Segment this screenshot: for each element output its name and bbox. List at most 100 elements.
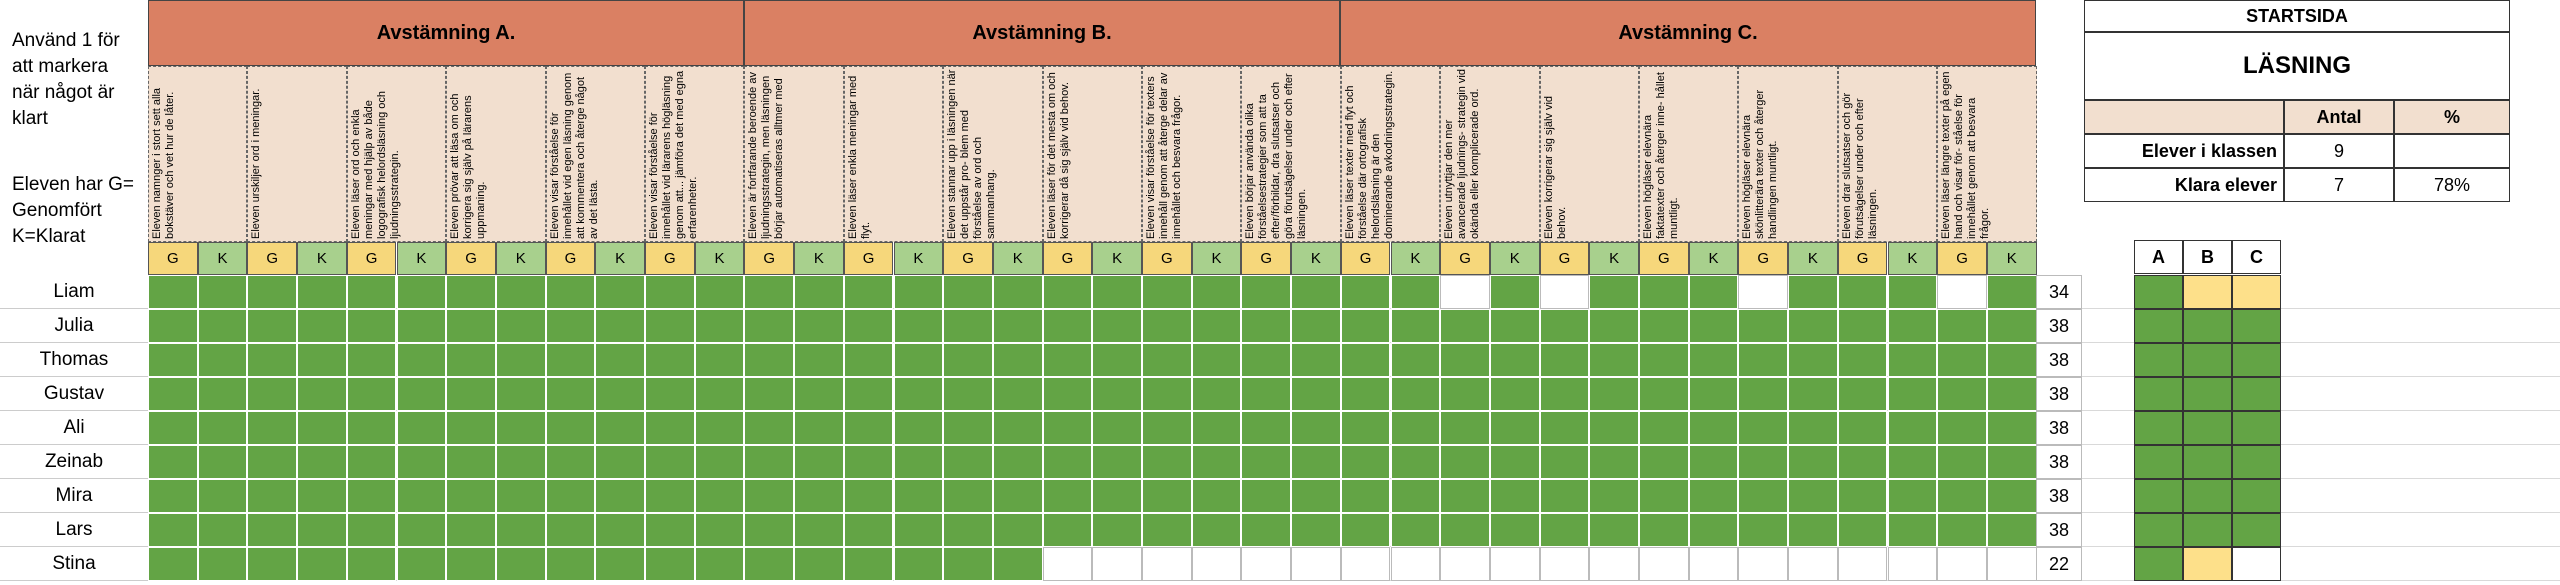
- progress-cell[interactable]: [446, 479, 496, 513]
- progress-cell[interactable]: [148, 377, 198, 411]
- progress-cell[interactable]: [1688, 275, 1739, 309]
- progress-cell[interactable]: [1191, 411, 1242, 445]
- progress-cell[interactable]: [1042, 445, 1093, 479]
- progress-cell[interactable]: [297, 275, 347, 309]
- progress-cell[interactable]: [197, 411, 248, 445]
- progress-cell[interactable]: [694, 343, 745, 377]
- progress-cell[interactable]: [396, 377, 447, 411]
- progress-cell[interactable]: [595, 479, 645, 513]
- progress-cell[interactable]: [1191, 479, 1242, 513]
- progress-cell[interactable]: [1489, 411, 1540, 445]
- progress-cell[interactable]: [1142, 445, 1192, 479]
- progress-cell[interactable]: [744, 547, 795, 581]
- progress-cell[interactable]: [1837, 513, 1888, 547]
- progress-cell[interactable]: [1291, 377, 1341, 411]
- progress-cell[interactable]: [1191, 377, 1242, 411]
- progress-cell[interactable]: [148, 479, 198, 513]
- progress-cell[interactable]: [1191, 445, 1242, 479]
- progress-cell[interactable]: [346, 513, 397, 547]
- progress-cell[interactable]: [1688, 479, 1739, 513]
- progress-cell[interactable]: [495, 343, 546, 377]
- progress-cell[interactable]: [1937, 377, 1987, 411]
- progress-cell[interactable]: [396, 547, 447, 581]
- progress-cell[interactable]: [1092, 445, 1142, 479]
- progress-cell[interactable]: [1837, 479, 1888, 513]
- progress-cell[interactable]: [446, 275, 496, 309]
- progress-cell[interactable]: [1092, 343, 1142, 377]
- progress-cell[interactable]: [843, 547, 894, 581]
- progress-cell[interactable]: [247, 479, 298, 513]
- progress-cell[interactable]: [992, 275, 1043, 309]
- progress-cell[interactable]: [1937, 343, 1987, 377]
- progress-cell[interactable]: [495, 411, 546, 445]
- progress-cell[interactable]: [545, 377, 596, 411]
- progress-cell[interactable]: [1738, 547, 1789, 581]
- progress-cell[interactable]: [1639, 309, 1689, 343]
- progress-cell[interactable]: [1291, 479, 1341, 513]
- progress-cell[interactable]: [843, 445, 894, 479]
- progress-cell[interactable]: [1241, 479, 1292, 513]
- progress-cell[interactable]: [1837, 445, 1888, 479]
- progress-cell[interactable]: [1837, 343, 1888, 377]
- progress-cell[interactable]: [247, 513, 298, 547]
- progress-cell[interactable]: [744, 309, 795, 343]
- progress-cell[interactable]: [1788, 479, 1838, 513]
- progress-cell[interactable]: [1042, 309, 1093, 343]
- student-name[interactable]: Gustav: [0, 377, 148, 411]
- progress-cell[interactable]: [1589, 445, 1639, 479]
- progress-cell[interactable]: [1639, 343, 1689, 377]
- progress-cell[interactable]: [843, 411, 894, 445]
- progress-cell[interactable]: [694, 479, 745, 513]
- progress-cell[interactable]: [744, 343, 795, 377]
- progress-cell[interactable]: [794, 275, 844, 309]
- progress-cell[interactable]: [744, 479, 795, 513]
- progress-cell[interactable]: [694, 547, 745, 581]
- progress-cell[interactable]: [1887, 275, 1938, 309]
- progress-cell[interactable]: [1291, 309, 1341, 343]
- progress-cell[interactable]: [1440, 479, 1490, 513]
- progress-cell[interactable]: [694, 377, 745, 411]
- progress-cell[interactable]: [1142, 309, 1192, 343]
- progress-cell[interactable]: [1340, 377, 1391, 411]
- progress-cell[interactable]: [694, 275, 745, 309]
- progress-cell[interactable]: [545, 275, 596, 309]
- progress-cell[interactable]: [1688, 343, 1739, 377]
- progress-cell[interactable]: [1092, 377, 1142, 411]
- progress-cell[interactable]: [297, 377, 347, 411]
- progress-cell[interactable]: [1390, 377, 1441, 411]
- progress-cell[interactable]: [1837, 309, 1888, 343]
- progress-cell[interactable]: [446, 445, 496, 479]
- progress-cell[interactable]: [1340, 343, 1391, 377]
- progress-cell[interactable]: [1340, 445, 1391, 479]
- progress-cell[interactable]: [1738, 343, 1789, 377]
- progress-cell[interactable]: [1092, 411, 1142, 445]
- progress-cell[interactable]: [595, 445, 645, 479]
- progress-cell[interactable]: [794, 479, 844, 513]
- progress-cell[interactable]: [1042, 411, 1093, 445]
- progress-cell[interactable]: [1539, 479, 1590, 513]
- progress-cell[interactable]: [1142, 411, 1192, 445]
- progress-cell[interactable]: [1390, 445, 1441, 479]
- progress-cell[interactable]: [1738, 309, 1789, 343]
- progress-cell[interactable]: [1340, 479, 1391, 513]
- progress-cell[interactable]: [1340, 411, 1391, 445]
- progress-cell[interactable]: [1738, 479, 1789, 513]
- progress-cell[interactable]: [1291, 411, 1341, 445]
- progress-cell[interactable]: [1688, 411, 1739, 445]
- progress-cell[interactable]: [446, 513, 496, 547]
- progress-cell[interactable]: [1489, 445, 1540, 479]
- progress-cell[interactable]: [645, 309, 695, 343]
- progress-cell[interactable]: [992, 411, 1043, 445]
- progress-cell[interactable]: [595, 411, 645, 445]
- progress-cell[interactable]: [495, 275, 546, 309]
- progress-cell[interactable]: [1042, 275, 1093, 309]
- progress-cell[interactable]: [794, 513, 844, 547]
- progress-cell[interactable]: [1142, 377, 1192, 411]
- progress-cell[interactable]: [1489, 275, 1540, 309]
- progress-cell[interactable]: [1788, 309, 1838, 343]
- progress-cell[interactable]: [1191, 309, 1242, 343]
- progress-cell[interactable]: [197, 309, 248, 343]
- progress-cell[interactable]: [1887, 479, 1938, 513]
- progress-cell[interactable]: [346, 377, 397, 411]
- progress-cell[interactable]: [893, 445, 944, 479]
